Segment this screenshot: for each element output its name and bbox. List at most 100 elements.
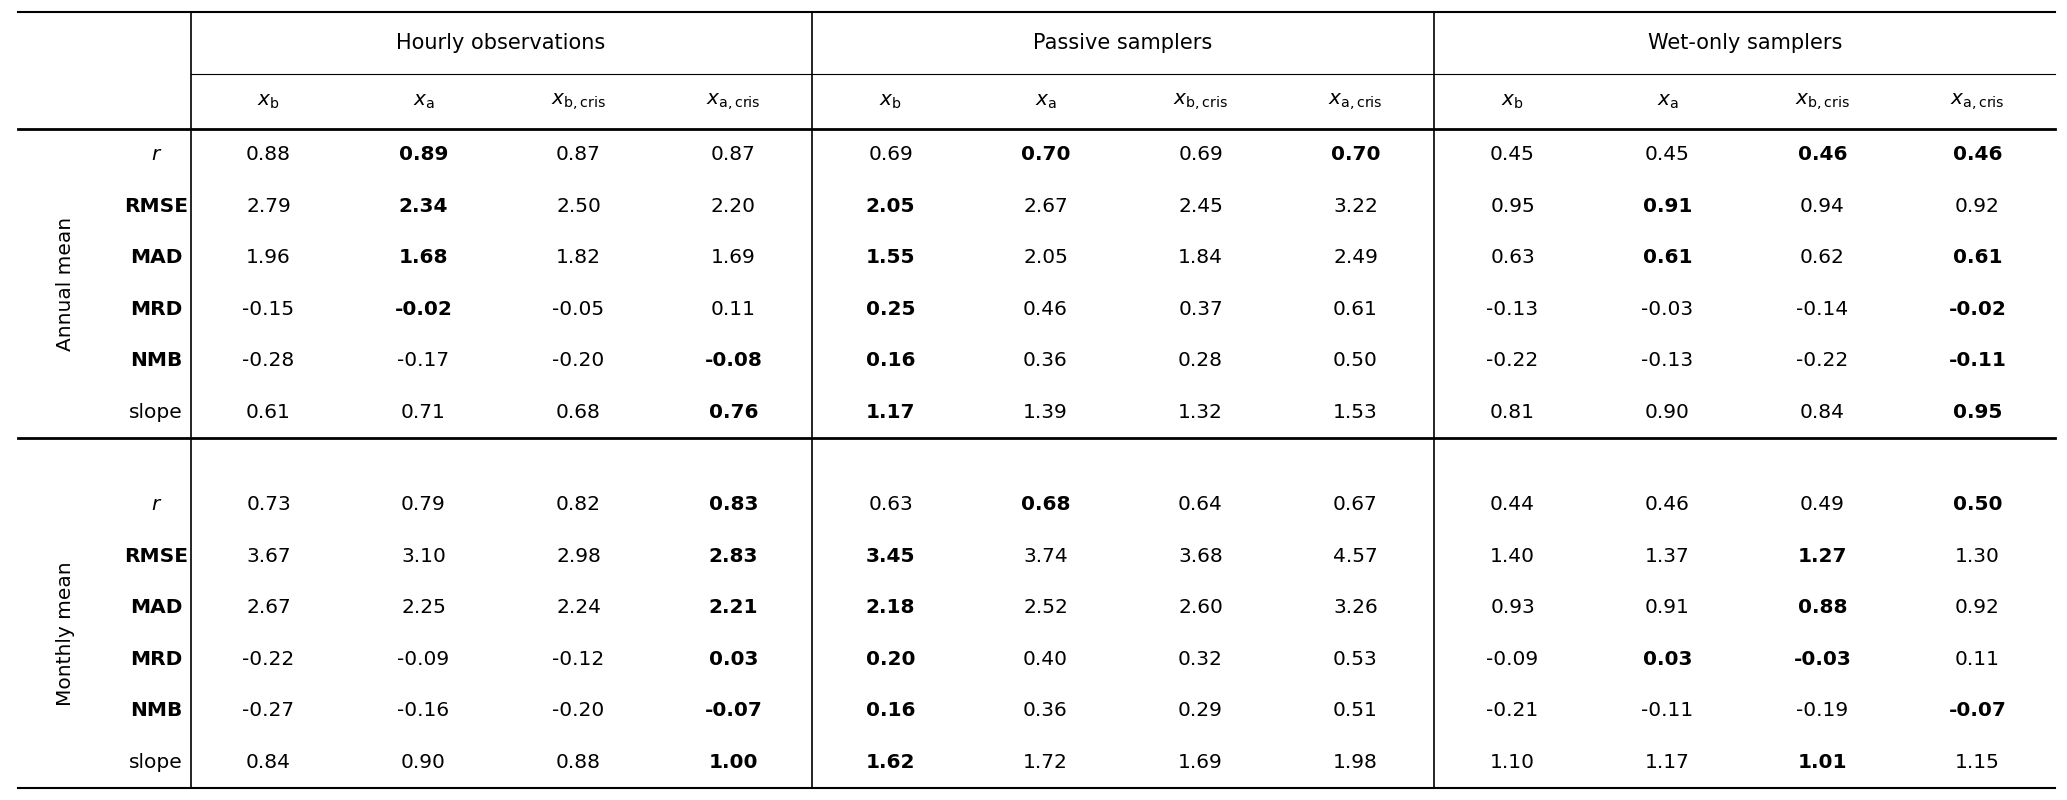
Text: 0.92: 0.92 <box>1955 197 2001 216</box>
Text: 1.84: 1.84 <box>1178 248 1224 267</box>
Text: 0.92: 0.92 <box>1955 598 2001 618</box>
Text: -0.12: -0.12 <box>552 650 606 669</box>
Text: 1.40: 1.40 <box>1490 547 1536 566</box>
Text: 1.68: 1.68 <box>399 248 449 267</box>
Text: 1.37: 1.37 <box>1645 547 1691 566</box>
Text: 0.63: 0.63 <box>1490 248 1536 267</box>
Text: 0.82: 0.82 <box>556 495 601 514</box>
Text: 2.49: 2.49 <box>1333 248 1379 267</box>
Text: -0.14: -0.14 <box>1796 300 1848 318</box>
Text: 1.69: 1.69 <box>1178 753 1224 772</box>
Text: 0.45: 0.45 <box>1645 146 1691 164</box>
Text: 3.74: 3.74 <box>1023 547 1069 566</box>
Text: 1.27: 1.27 <box>1798 547 1848 566</box>
Text: 0.62: 0.62 <box>1800 248 1846 267</box>
Text: -0.02: -0.02 <box>1949 300 2007 318</box>
Text: 0.91: 0.91 <box>1643 197 1693 216</box>
Text: MRD: MRD <box>130 300 182 318</box>
Text: 0.71: 0.71 <box>401 402 446 422</box>
Text: slope: slope <box>128 402 182 422</box>
Text: MAD: MAD <box>130 248 182 267</box>
Text: -0.09: -0.09 <box>397 650 449 669</box>
Text: 0.46: 0.46 <box>1798 146 1848 164</box>
Text: 0.63: 0.63 <box>868 495 914 514</box>
Text: Passive samplers: Passive samplers <box>1034 33 1213 53</box>
Text: $x_\mathrm{a,cris}$: $x_\mathrm{a,cris}$ <box>1329 91 1383 112</box>
Text: -0.28: -0.28 <box>242 351 296 370</box>
Text: 0.89: 0.89 <box>399 146 449 164</box>
Text: 0.44: 0.44 <box>1490 495 1536 514</box>
Text: 0.88: 0.88 <box>556 753 601 772</box>
Text: -0.16: -0.16 <box>397 702 449 720</box>
Text: 0.69: 0.69 <box>1178 146 1224 164</box>
Text: 1.30: 1.30 <box>1955 547 2001 566</box>
Text: 0.46: 0.46 <box>1645 495 1691 514</box>
Text: -0.20: -0.20 <box>552 351 606 370</box>
Text: 2.45: 2.45 <box>1178 197 1224 216</box>
Text: 1.01: 1.01 <box>1798 753 1848 772</box>
Text: 0.69: 0.69 <box>868 146 914 164</box>
Text: 2.18: 2.18 <box>866 598 916 618</box>
Text: -0.22: -0.22 <box>1486 351 1538 370</box>
Text: 0.36: 0.36 <box>1023 702 1069 720</box>
Text: 2.52: 2.52 <box>1023 598 1069 618</box>
Text: -0.07: -0.07 <box>1949 702 2007 720</box>
Text: -0.21: -0.21 <box>1486 702 1538 720</box>
Text: $x_\mathrm{b}$: $x_\mathrm{b}$ <box>878 92 901 111</box>
Text: 1.62: 1.62 <box>866 753 916 772</box>
Text: 0.68: 0.68 <box>1021 495 1071 514</box>
Text: 0.68: 0.68 <box>556 402 601 422</box>
Text: $x_\mathrm{b}$: $x_\mathrm{b}$ <box>1501 92 1523 111</box>
Text: 0.88: 0.88 <box>1798 598 1848 618</box>
Text: 2.25: 2.25 <box>401 598 446 618</box>
Text: 0.90: 0.90 <box>401 753 446 772</box>
Text: 0.94: 0.94 <box>1800 197 1846 216</box>
Text: -0.05: -0.05 <box>552 300 604 318</box>
Text: -0.09: -0.09 <box>1486 650 1538 669</box>
Text: 0.95: 0.95 <box>1490 197 1536 216</box>
Text: 1.15: 1.15 <box>1955 753 2001 772</box>
Text: -0.02: -0.02 <box>395 300 453 318</box>
Text: -0.07: -0.07 <box>705 702 763 720</box>
Text: 2.24: 2.24 <box>556 598 601 618</box>
Text: Hourly observations: Hourly observations <box>397 33 606 53</box>
Text: -0.22: -0.22 <box>1796 351 1848 370</box>
Text: 2.79: 2.79 <box>246 197 291 216</box>
Text: NMB: NMB <box>130 351 182 370</box>
Text: 0.76: 0.76 <box>709 402 759 422</box>
Text: -0.22: -0.22 <box>242 650 296 669</box>
Text: 0.11: 0.11 <box>1955 650 2001 669</box>
Text: -0.03: -0.03 <box>1794 650 1852 669</box>
Text: 0.25: 0.25 <box>866 300 916 318</box>
Text: Annual mean: Annual mean <box>56 216 74 350</box>
Text: 0.90: 0.90 <box>1645 402 1691 422</box>
Text: 0.45: 0.45 <box>1490 146 1536 164</box>
Text: 0.95: 0.95 <box>1953 402 2003 422</box>
Text: 3.45: 3.45 <box>866 547 916 566</box>
Text: 0.61: 0.61 <box>1953 248 2003 267</box>
Text: 1.17: 1.17 <box>1645 753 1691 772</box>
Text: 0.49: 0.49 <box>1800 495 1846 514</box>
Text: 0.73: 0.73 <box>246 495 291 514</box>
Text: -0.11: -0.11 <box>1949 351 2007 370</box>
Text: 3.26: 3.26 <box>1333 598 1379 618</box>
Text: 0.61: 0.61 <box>1333 300 1379 318</box>
Text: $x_\mathrm{a,cris}$: $x_\mathrm{a,cris}$ <box>1951 91 2005 112</box>
Text: 1.53: 1.53 <box>1333 402 1379 422</box>
Text: $x_\mathrm{a}$: $x_\mathrm{a}$ <box>413 92 434 111</box>
Text: 0.88: 0.88 <box>246 146 291 164</box>
Text: $x_\mathrm{a}$: $x_\mathrm{a}$ <box>1036 92 1056 111</box>
Text: -0.19: -0.19 <box>1796 702 1848 720</box>
Text: 0.70: 0.70 <box>1331 146 1381 164</box>
Text: -0.03: -0.03 <box>1641 300 1693 318</box>
Text: 0.61: 0.61 <box>1643 248 1693 267</box>
Text: 0.79: 0.79 <box>401 495 446 514</box>
Text: 0.46: 0.46 <box>1023 300 1069 318</box>
Text: 2.98: 2.98 <box>556 547 601 566</box>
Text: 3.22: 3.22 <box>1333 197 1379 216</box>
Text: MAD: MAD <box>130 598 182 618</box>
Text: $x_\mathrm{b,cris}$: $x_\mathrm{b,cris}$ <box>1174 91 1228 112</box>
Text: 0.84: 0.84 <box>246 753 291 772</box>
Text: -0.20: -0.20 <box>552 702 606 720</box>
Text: 0.87: 0.87 <box>556 146 601 164</box>
